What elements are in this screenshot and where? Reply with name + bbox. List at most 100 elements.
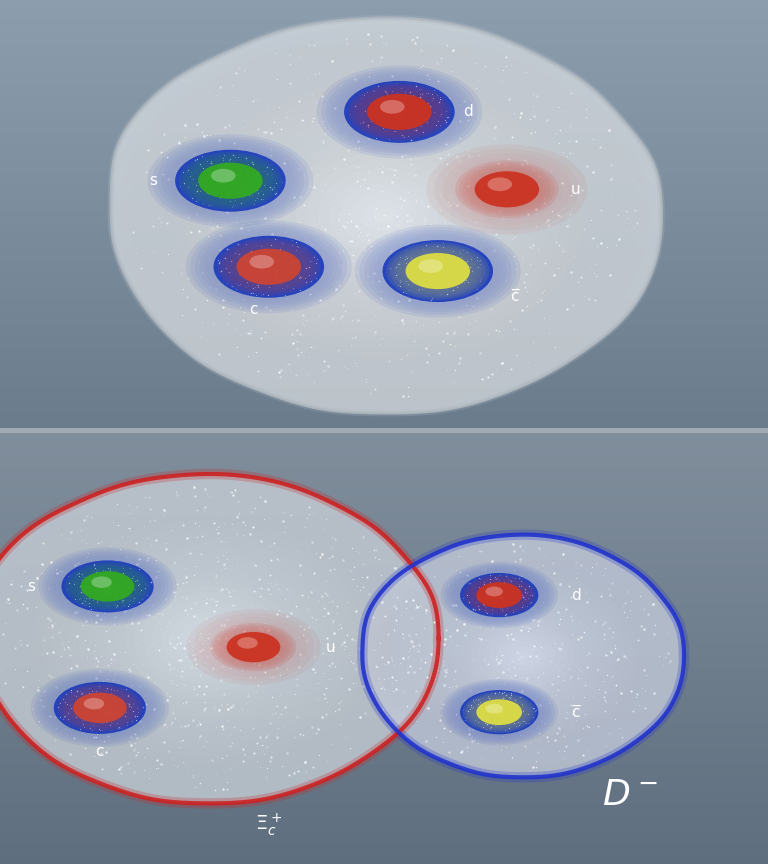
Bar [0, 209, 768, 211]
Circle shape [175, 149, 286, 212]
Bar [0, 45, 768, 48]
Bar [0, 740, 768, 742]
Bar [0, 238, 768, 241]
Bar [0, 276, 768, 277]
Bar [0, 697, 768, 699]
Bar [0, 448, 768, 450]
Bar [0, 316, 768, 319]
Bar [0, 439, 768, 442]
Bar [0, 760, 768, 762]
Bar [0, 206, 768, 209]
Bar [0, 398, 768, 400]
Text: c̅: c̅ [571, 705, 581, 720]
Bar [0, 671, 768, 673]
Circle shape [152, 137, 309, 225]
Bar [0, 118, 768, 120]
Circle shape [68, 564, 147, 609]
Bar [0, 181, 768, 183]
Bar [0, 693, 768, 695]
Ellipse shape [464, 612, 581, 700]
Bar [0, 10, 768, 13]
Bar [0, 755, 768, 758]
Bar [0, 108, 768, 110]
Bar [0, 493, 768, 495]
Circle shape [316, 66, 482, 158]
Bar [0, 723, 768, 725]
Ellipse shape [263, 128, 505, 302]
Bar [0, 361, 768, 364]
Bar [0, 175, 768, 176]
Bar [0, 260, 768, 263]
Bar [0, 105, 768, 108]
Bar [0, 840, 768, 842]
Circle shape [476, 699, 522, 725]
Bar [0, 591, 768, 593]
Bar [0, 651, 768, 654]
Bar [0, 708, 768, 710]
Bar [0, 844, 768, 847]
Bar [0, 56, 768, 58]
Ellipse shape [284, 144, 484, 286]
Bar [0, 4, 768, 6]
Circle shape [81, 571, 134, 601]
Bar [0, 528, 768, 530]
Bar [0, 446, 768, 448]
Circle shape [352, 86, 447, 138]
Bar [0, 22, 768, 23]
Circle shape [476, 582, 522, 608]
Bar [0, 65, 768, 67]
Ellipse shape [425, 583, 619, 728]
Bar [0, 556, 768, 558]
Bar [0, 35, 768, 36]
Bar [0, 198, 768, 200]
Bar [0, 116, 768, 118]
Ellipse shape [318, 168, 450, 263]
Ellipse shape [361, 534, 684, 778]
Bar [0, 200, 768, 202]
Bar [0, 155, 768, 157]
Circle shape [211, 168, 236, 182]
Circle shape [190, 223, 347, 311]
Ellipse shape [163, 57, 605, 373]
Bar [0, 654, 768, 656]
Ellipse shape [229, 105, 539, 326]
Bar [0, 213, 768, 215]
Circle shape [60, 685, 140, 730]
Circle shape [195, 226, 343, 308]
Bar [0, 459, 768, 461]
Circle shape [455, 161, 558, 219]
Circle shape [214, 625, 293, 670]
Bar [0, 374, 768, 377]
Ellipse shape [170, 612, 244, 664]
Circle shape [475, 171, 539, 207]
Bar [0, 394, 768, 396]
Bar [0, 250, 768, 251]
Bar [0, 821, 768, 823]
Bar [0, 565, 768, 567]
Bar [0, 480, 768, 482]
Circle shape [227, 632, 280, 663]
Bar [0, 159, 768, 162]
Bar [0, 95, 768, 97]
Bar [0, 378, 768, 381]
Bar [0, 610, 768, 613]
Bar [0, 814, 768, 816]
Bar [0, 157, 768, 159]
Bar [0, 857, 768, 860]
Bar [0, 323, 768, 325]
Bar [0, 574, 768, 575]
Bar [0, 734, 768, 736]
Bar [0, 491, 768, 493]
Ellipse shape [419, 578, 625, 734]
Bar [0, 131, 768, 133]
Circle shape [183, 154, 278, 207]
Bar [0, 327, 768, 329]
Bar [0, 855, 768, 857]
Bar [0, 851, 768, 853]
Bar [0, 172, 768, 175]
Ellipse shape [458, 607, 587, 704]
Circle shape [462, 575, 536, 616]
Bar [0, 245, 768, 247]
Bar [0, 435, 768, 437]
Circle shape [250, 255, 274, 269]
